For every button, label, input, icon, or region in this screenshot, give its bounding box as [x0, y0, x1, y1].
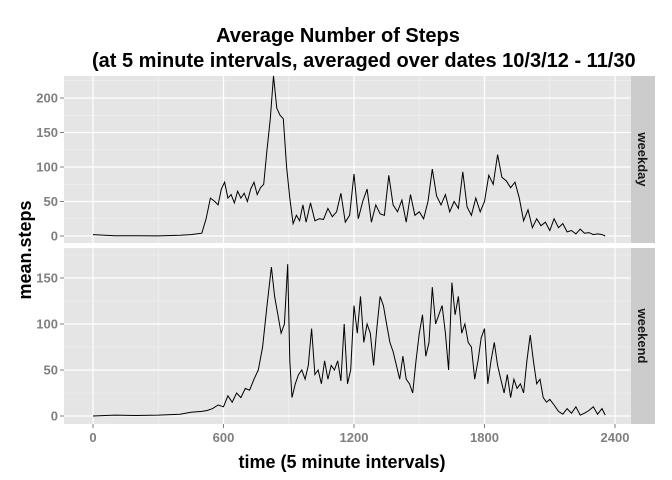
y-tick-label: 100 — [36, 160, 58, 175]
y-tick-label: 150 — [36, 271, 58, 286]
x-tick-label: 1800 — [470, 430, 499, 445]
facet-strip — [631, 248, 655, 424]
facet-strip — [631, 76, 655, 243]
y-tick-label: 100 — [36, 317, 58, 332]
x-tick-label: 2400 — [601, 430, 630, 445]
gridlines — [64, 76, 631, 243]
y-axis-ticks: 0 50 100 150 200 — [36, 91, 64, 244]
x-tick-label: 600 — [213, 430, 235, 445]
x-axis-title: time (5 minute intervals) — [238, 452, 445, 472]
panel-background — [64, 248, 631, 424]
chart-subtitle: (at 5 minute intervals, averaged over da… — [92, 50, 636, 72]
y-tick-label: 50 — [44, 363, 58, 378]
chart-title: Average Number of Steps — [216, 25, 460, 47]
y-tick-label: 200 — [36, 91, 58, 106]
y-tick-label: 50 — [44, 194, 58, 209]
facet-panel-weekend: weekend 0 50 100 150 — [36, 248, 655, 424]
series-line-weekend — [92, 264, 606, 417]
x-tick-label: 1200 — [340, 430, 369, 445]
gridlines — [64, 248, 631, 424]
x-axis-ticks: 0 600 1200 1800 2400 — [89, 424, 629, 445]
x-tick-label: 0 — [89, 430, 96, 445]
series-line-weekday — [92, 75, 606, 237]
y-axis-ticks: 0 50 100 150 — [36, 271, 64, 424]
facet-strip-label-weekday: weekday — [635, 131, 650, 187]
y-axis-title: mean.steps — [15, 200, 35, 299]
facet-strip-label-weekend: weekend — [635, 308, 650, 364]
y-tick-label: 0 — [51, 229, 58, 244]
y-tick-label: 0 — [51, 409, 58, 424]
y-tick-label: 150 — [36, 125, 58, 140]
facet-panel-weekday: weekday 0 50 100 150 200 — [36, 75, 655, 244]
